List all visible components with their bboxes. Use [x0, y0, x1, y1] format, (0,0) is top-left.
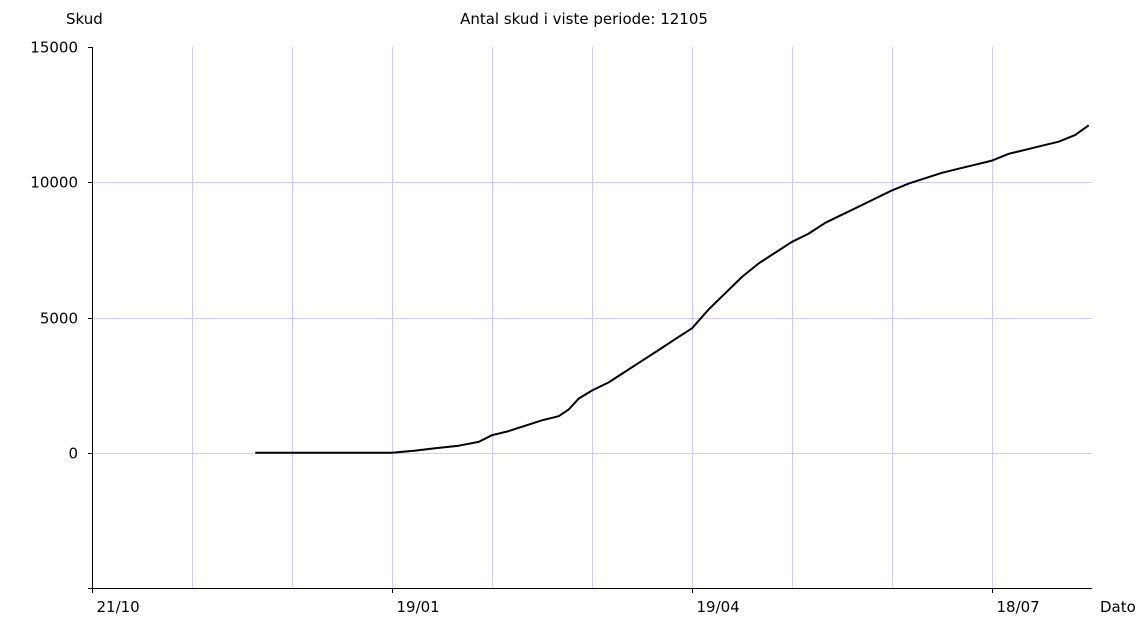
y-tick-label: 15000 — [30, 39, 78, 57]
y-tick-label: 5000 — [40, 310, 78, 328]
series-line — [255, 124, 1090, 454]
chart-title: Antal skud i viste periode: 12105 — [460, 10, 708, 28]
tick-marks — [88, 47, 993, 593]
series-layer — [255, 124, 1090, 454]
grid-lines — [92, 47, 1092, 588]
x-tick-label: 19/04 — [697, 598, 740, 616]
axes — [92, 47, 1092, 589]
tick-labels: 15000 10000 5000 0 21/10 19/01 19/04 18/07 — [30, 39, 1039, 617]
y-axis-label: Skud — [66, 10, 103, 28]
x-tick-label: 21/10 — [97, 598, 140, 616]
x-axis-label: Dato — [1100, 598, 1136, 616]
x-tick-label: 18/07 — [997, 598, 1040, 616]
y-tick-label: 0 — [68, 445, 78, 463]
y-tick-label: 10000 — [30, 174, 78, 192]
x-tick-label: 19/01 — [397, 598, 440, 616]
